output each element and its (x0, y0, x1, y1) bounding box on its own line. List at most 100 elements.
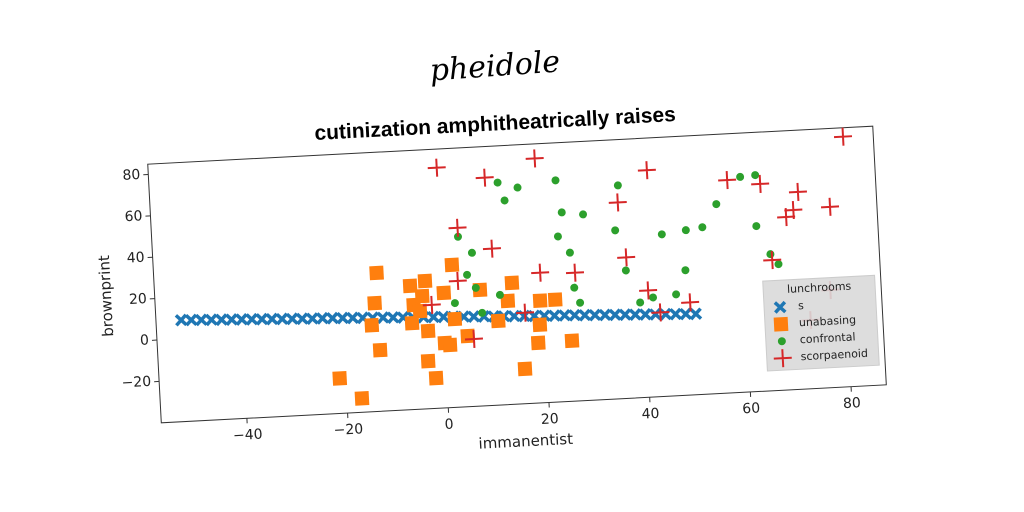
point (681, 293, 700, 312)
point (475, 168, 494, 187)
point (516, 303, 535, 322)
point (305, 312, 319, 326)
point (450, 299, 459, 308)
point (417, 273, 433, 289)
point (681, 226, 690, 235)
point (500, 196, 509, 205)
point (478, 308, 487, 317)
point (245, 312, 259, 326)
point (570, 283, 579, 292)
point (598, 308, 612, 322)
point (495, 290, 504, 299)
point (235, 313, 249, 326)
point (265, 312, 279, 326)
point (194, 313, 208, 327)
point (681, 266, 690, 275)
point (205, 313, 218, 327)
point (225, 313, 239, 326)
point (367, 295, 382, 311)
point (464, 329, 483, 349)
point (774, 260, 783, 269)
legend: lunchrooms sunabasingconfrontalscorpaenoi… (762, 274, 880, 372)
point (420, 353, 436, 369)
legend-marker (773, 349, 792, 368)
point (332, 371, 348, 386)
point (215, 313, 228, 327)
point (649, 293, 658, 302)
y-tick-label: −20 (121, 374, 151, 392)
point (463, 270, 472, 279)
point (618, 308, 632, 322)
point (490, 313, 506, 329)
point (621, 266, 630, 275)
x-tick-label: 0 (444, 417, 454, 433)
point (578, 308, 592, 322)
point (376, 311, 390, 325)
x-tick-label: 60 (742, 400, 761, 417)
point (639, 281, 658, 300)
point (504, 275, 520, 291)
point (285, 312, 299, 326)
point (184, 313, 198, 327)
point (649, 307, 662, 321)
legend-marker (777, 337, 786, 346)
point (422, 295, 441, 314)
point (751, 171, 760, 180)
point (500, 293, 516, 309)
point (672, 290, 681, 299)
y-tick-label: 40 (126, 250, 145, 267)
point (326, 311, 339, 325)
point (444, 257, 460, 273)
point (637, 161, 656, 180)
point (467, 310, 481, 324)
point (736, 172, 745, 181)
point (553, 232, 562, 241)
point (428, 370, 444, 386)
plot-area: cutinization amphitheatrically raises −4… (95, 103, 887, 453)
point (636, 298, 645, 307)
point (513, 183, 522, 192)
x-tick-label: −20 (333, 421, 363, 439)
point (275, 312, 289, 326)
point (471, 283, 480, 292)
point (568, 308, 582, 322)
point (751, 174, 770, 193)
x-tick-label: −40 (233, 427, 263, 445)
point (369, 265, 384, 281)
point (530, 335, 546, 351)
point (437, 310, 450, 324)
point (659, 307, 672, 321)
plot-frame (147, 125, 887, 424)
point (467, 248, 476, 257)
point (766, 250, 775, 259)
x-axis-label: immanentist (478, 430, 574, 453)
point (689, 307, 703, 321)
y-tick-label: 0 (140, 332, 150, 348)
point (354, 391, 370, 406)
point (493, 178, 502, 187)
point (442, 337, 458, 353)
point (564, 333, 580, 349)
point (551, 176, 560, 185)
point (558, 308, 572, 322)
point (174, 313, 188, 327)
point (608, 308, 622, 322)
point (752, 222, 761, 231)
point (427, 310, 440, 324)
point (669, 307, 683, 321)
legend-box (762, 274, 880, 372)
point (532, 293, 548, 309)
point (833, 127, 853, 146)
point (784, 200, 803, 220)
legend-marker (773, 316, 789, 332)
point (788, 182, 807, 201)
point (427, 158, 446, 177)
legend-marker (773, 300, 787, 314)
point (420, 323, 436, 339)
point (657, 230, 666, 239)
point (628, 308, 642, 321)
point (588, 308, 602, 322)
point (617, 248, 636, 267)
point (565, 263, 585, 282)
